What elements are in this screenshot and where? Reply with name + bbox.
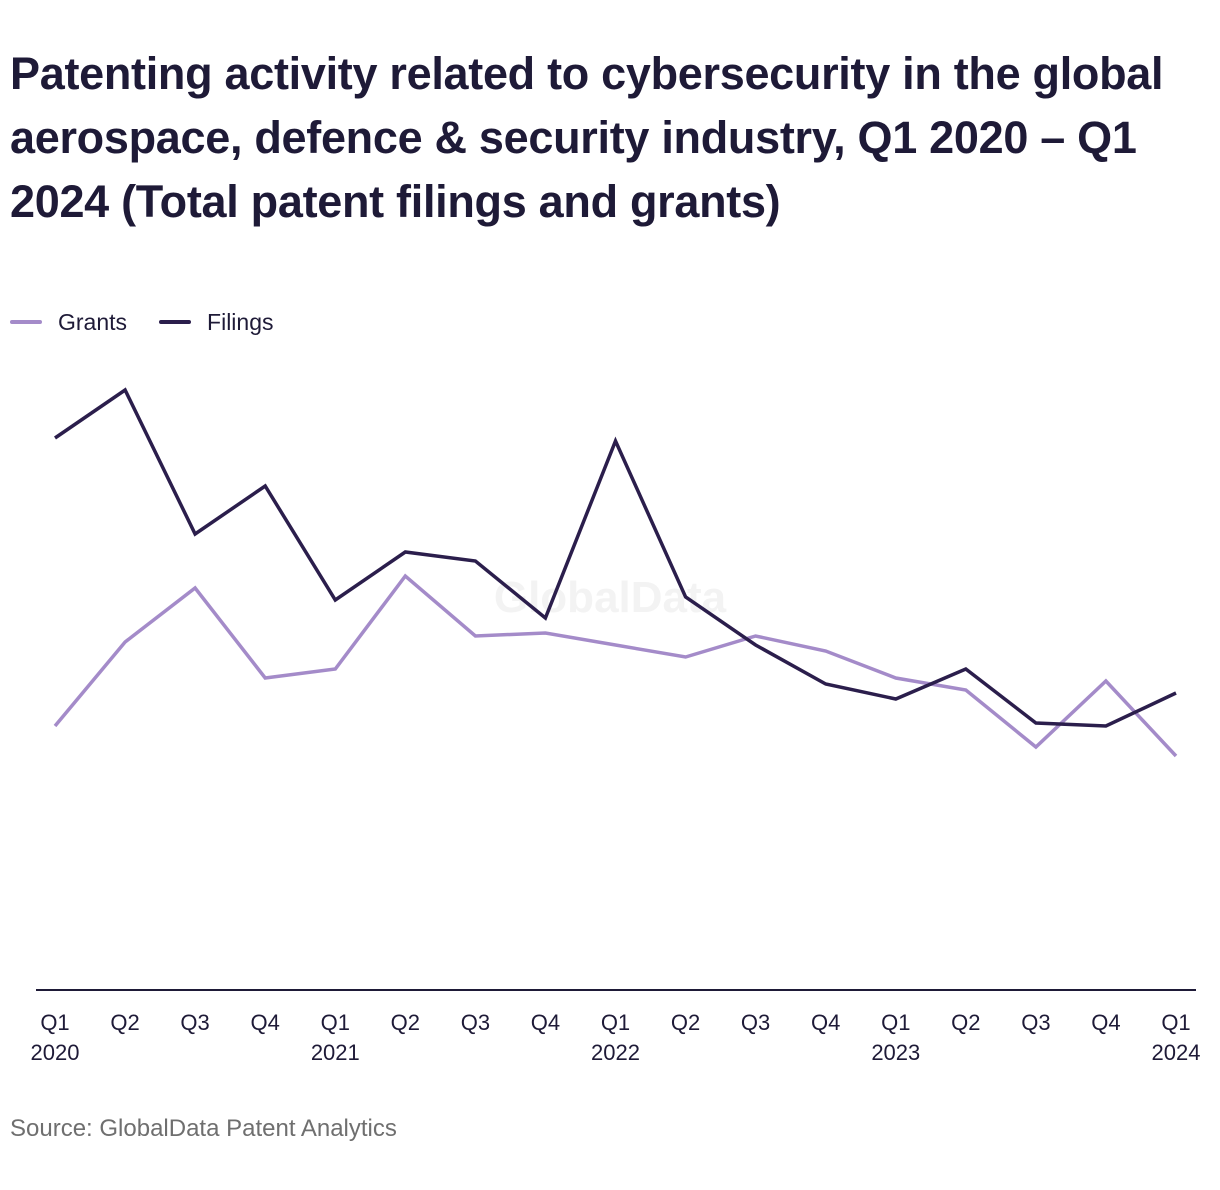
x-tick-label-quarter: Q1: [321, 1010, 350, 1035]
x-tick-label-quarter: Q4: [251, 1010, 280, 1035]
series-line-filings: [54, 387, 1177, 728]
x-tick-label-quarter: Q1: [40, 1010, 69, 1035]
x-tick-label-year: 2022: [591, 1040, 640, 1065]
x-tick-label-quarter: Q3: [180, 1010, 209, 1035]
series-line-grants: [53, 573, 1178, 758]
x-tick-label-quarter: Q3: [461, 1010, 490, 1035]
x-tick-label-year: 2023: [871, 1040, 920, 1065]
legend-item-filings: Filings: [159, 308, 274, 336]
legend-label-filings: Filings: [207, 308, 274, 335]
chart-title: Patenting activity related to cybersecur…: [10, 48, 1164, 227]
chart-legend: Grants Filings: [10, 305, 306, 339]
x-tick-label-quarter: Q4: [531, 1010, 560, 1035]
x-tick-label-year: 2021: [311, 1040, 360, 1065]
x-tick-label-quarter: Q2: [391, 1010, 420, 1035]
legend-label-grants: Grants: [58, 308, 128, 335]
x-tick-label-quarter: Q3: [741, 1010, 770, 1035]
x-tick-label-quarter: Q2: [671, 1010, 700, 1035]
x-tick-label-quarter: Q1: [1161, 1010, 1190, 1035]
legend-swatch-filings: [159, 320, 192, 324]
x-tick-label-quarter: Q4: [811, 1010, 840, 1035]
series-lines: [53, 387, 1178, 758]
x-tick-label-quarter: Q2: [110, 1010, 139, 1035]
x-tick-label-quarter: Q2: [951, 1010, 980, 1035]
x-tick-label-year: 2020: [31, 1040, 80, 1065]
source-note: Source: GlobalData Patent Analytics: [10, 1115, 397, 1142]
x-axis-tick-labels: Q1 2020 Q2 Q3 Q4 Q1 2021 Q2 Q3 Q4 Q1 2022 Q2 Q3 Q4 Q1 20…: [31, 1010, 1201, 1065]
legend-item-grants: Grants: [10, 309, 127, 336]
x-tick-label-quarter: Q3: [1021, 1010, 1050, 1035]
x-tick-label-quarter: Q1: [881, 1010, 910, 1035]
x-tick-label-quarter: Q1: [601, 1010, 630, 1035]
watermark: GlobalData: [494, 573, 727, 622]
x-tick-label-year: 2024: [1152, 1040, 1201, 1065]
x-tick-label-quarter: Q4: [1091, 1010, 1120, 1035]
legend-swatch-grants: [10, 320, 42, 324]
